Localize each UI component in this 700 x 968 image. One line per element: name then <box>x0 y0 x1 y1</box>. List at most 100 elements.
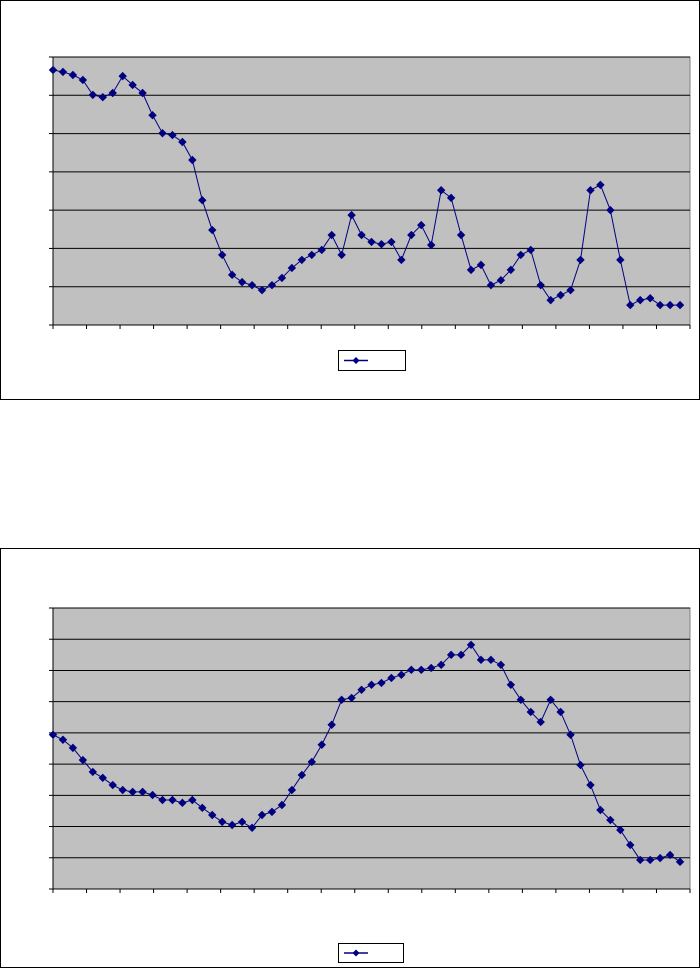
point-marker <box>586 780 595 790</box>
point-marker <box>247 280 257 290</box>
series-line <box>52 644 681 863</box>
point-marker <box>655 300 665 310</box>
point-marker <box>267 280 277 290</box>
point-marker <box>327 230 336 240</box>
point-marker <box>476 260 486 270</box>
point-marker <box>198 803 207 813</box>
point-marker <box>576 760 585 770</box>
point-marker <box>466 640 476 650</box>
point-marker <box>138 787 147 797</box>
point-marker <box>168 130 177 140</box>
point-marker <box>217 817 227 827</box>
point-marker <box>158 128 167 138</box>
point-marker <box>596 180 605 190</box>
point-marker <box>456 230 466 240</box>
point-marker <box>237 817 247 827</box>
point-marker <box>98 773 107 783</box>
point-marker <box>297 770 307 780</box>
point-marker <box>297 255 307 265</box>
point-marker <box>208 225 217 235</box>
point-marker <box>257 285 267 295</box>
point-marker <box>556 707 565 717</box>
point-marker <box>655 853 665 863</box>
point-marker <box>636 295 645 305</box>
point-marker <box>526 245 535 255</box>
point-marker <box>665 850 675 860</box>
point-marker <box>367 680 376 690</box>
point-marker <box>168 795 177 805</box>
point-marker <box>347 693 356 703</box>
point-marker <box>138 88 147 98</box>
point-marker <box>486 280 496 290</box>
point-marker <box>506 680 516 690</box>
point-marker <box>257 810 267 820</box>
point-marker <box>496 660 506 670</box>
point-marker <box>626 300 635 310</box>
point-marker <box>427 663 436 673</box>
point-marker <box>576 255 585 265</box>
point-marker <box>98 92 107 102</box>
point-marker <box>606 205 615 215</box>
point-marker <box>516 250 526 260</box>
plot-area <box>52 607 691 890</box>
point-marker <box>327 720 336 729</box>
point-marker <box>237 277 247 287</box>
point-marker <box>88 767 98 777</box>
point-marker <box>387 673 396 683</box>
point-marker <box>377 240 386 249</box>
point-marker <box>247 823 257 833</box>
legend-key <box>352 357 360 364</box>
point-marker <box>387 237 396 247</box>
point-marker <box>417 220 426 230</box>
point-marker <box>616 255 625 265</box>
point-marker <box>217 250 227 260</box>
point-marker <box>58 735 68 744</box>
point-marker <box>178 137 187 147</box>
point-marker <box>48 730 58 739</box>
point-marker <box>128 787 137 797</box>
point-marker <box>337 695 346 705</box>
point-marker <box>178 798 187 808</box>
point-marker <box>357 230 366 240</box>
point-marker <box>337 250 346 260</box>
legend-key <box>352 949 360 957</box>
point-marker <box>466 265 476 275</box>
plot-area <box>52 56 691 326</box>
point-marker <box>436 660 446 670</box>
point-marker <box>88 90 98 100</box>
point-marker <box>456 650 466 660</box>
point-marker <box>606 815 615 825</box>
point-marker <box>397 670 406 680</box>
legend <box>338 943 404 963</box>
point-marker <box>536 717 545 727</box>
point-marker <box>675 300 685 310</box>
point-marker <box>566 730 575 739</box>
point-marker <box>307 250 316 260</box>
point-marker <box>536 280 545 290</box>
point-marker <box>227 820 237 830</box>
point-marker <box>68 743 78 753</box>
point-marker <box>407 665 416 675</box>
point-marker <box>188 795 197 805</box>
point-marker <box>427 240 436 250</box>
legend <box>338 350 406 371</box>
point-marker <box>446 193 456 203</box>
point-marker <box>287 263 297 273</box>
point-marker <box>566 285 575 295</box>
point-marker <box>626 840 635 850</box>
point-marker <box>486 655 496 665</box>
point-marker <box>208 810 217 820</box>
point-marker <box>267 807 277 817</box>
point-marker <box>277 273 287 283</box>
point-marker <box>496 275 506 285</box>
point-marker <box>227 270 237 280</box>
point-marker <box>665 300 675 310</box>
point-marker <box>516 695 526 705</box>
point-marker <box>476 655 486 665</box>
point-marker <box>546 295 555 305</box>
point-marker <box>277 800 287 810</box>
point-marker <box>108 88 117 98</box>
point-marker <box>436 186 446 195</box>
point-marker <box>118 71 127 81</box>
